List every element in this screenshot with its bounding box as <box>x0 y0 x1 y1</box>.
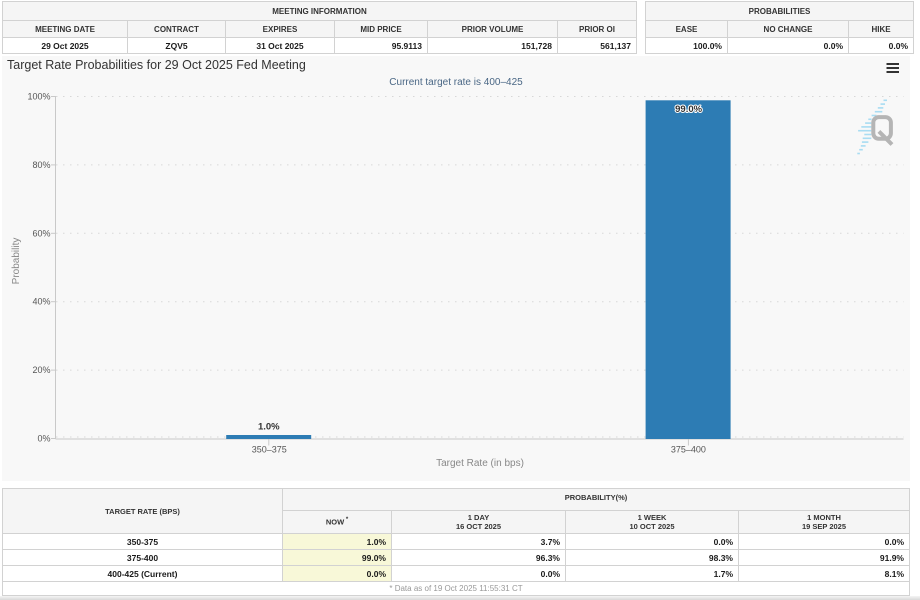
svg-text:60%: 60% <box>32 228 50 238</box>
svg-text:80%: 80% <box>32 160 50 170</box>
svg-text:375–400: 375–400 <box>671 445 706 455</box>
svg-text:99.0%: 99.0% <box>675 104 702 115</box>
svg-text:Target Rate (in bps): Target Rate (in bps) <box>436 458 524 469</box>
svg-text:100%: 100% <box>27 92 50 102</box>
svg-text:40%: 40% <box>32 297 50 307</box>
svg-text:350–375: 350–375 <box>252 445 287 455</box>
svg-text:20%: 20% <box>32 365 50 375</box>
svg-text:1.0%: 1.0% <box>258 422 280 433</box>
svg-text:0%: 0% <box>37 434 50 444</box>
svg-text:Probability: Probability <box>11 238 22 285</box>
